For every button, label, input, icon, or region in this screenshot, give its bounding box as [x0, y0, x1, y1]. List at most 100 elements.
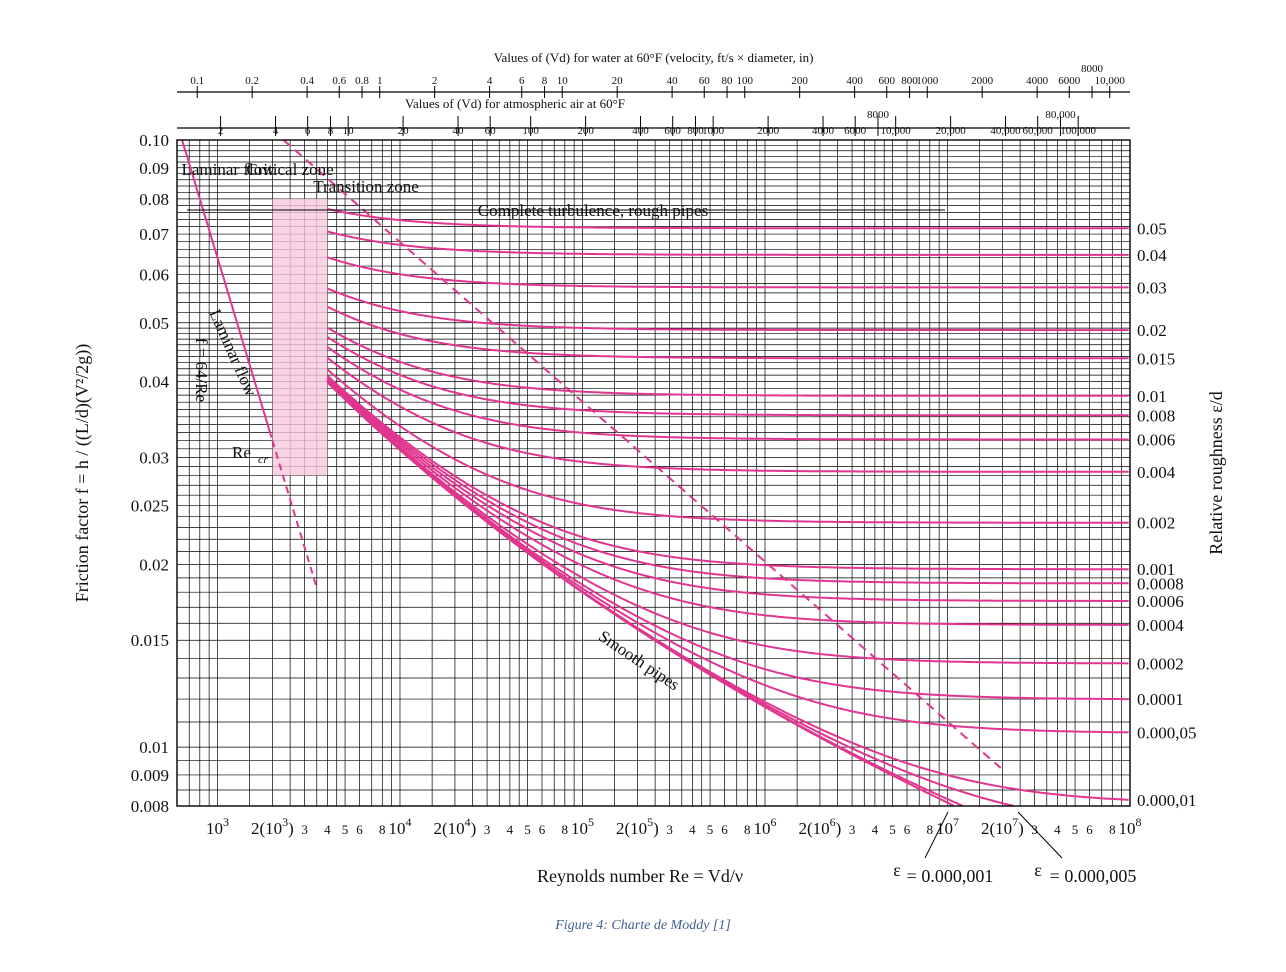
- water-tick-label: 1: [377, 75, 383, 87]
- x-tick-label: 8: [562, 822, 569, 837]
- roughness-label: 0.01: [1137, 387, 1167, 406]
- recr-sub-label: cr: [258, 452, 268, 466]
- x-tick-label: 104: [388, 815, 411, 838]
- y-tick-label: 0.008: [131, 797, 169, 816]
- roughness-label: 0.000,01: [1137, 791, 1197, 810]
- x-tick-label: 2(107): [981, 815, 1024, 838]
- air-tick-label: 60: [485, 125, 497, 137]
- air-tick-label: 4000: [812, 125, 835, 137]
- y-axis-title: Friction factor f = h / ((L/d)(V²/2g)): [72, 344, 93, 602]
- critical-zone-label: Critical zone: [246, 160, 333, 179]
- x-tick-label: 3: [666, 822, 673, 837]
- water-tick-label: 0.8: [355, 75, 369, 87]
- roughness-curve-0.015: [326, 305, 1129, 360]
- water-tick-label: 200: [791, 75, 808, 87]
- water-axis-title: Values of (Vd) for water at 60°F (veloci…: [494, 50, 814, 65]
- roughness-curve-0.004: [326, 356, 1129, 473]
- x-tick-label: 4: [872, 822, 879, 837]
- roughness-label: 0.015: [1137, 349, 1175, 368]
- water-tick-label: 1000: [916, 75, 939, 87]
- roughness-label: 0.0006: [1137, 592, 1184, 611]
- roughness-curve-0.0006: [326, 377, 1129, 602]
- air-axis-title: Values of (Vd) for atmospheric air at 60…: [405, 96, 625, 111]
- x-tick-label: 105: [571, 815, 594, 838]
- air-tick-label: 40: [453, 125, 465, 137]
- x-tick-label: 2(106): [799, 815, 842, 838]
- roughness-curve-0.04: [327, 230, 1129, 256]
- roughness-label: 0.001: [1137, 560, 1175, 579]
- x-tick-label: 6: [721, 822, 728, 837]
- x-tick-label: 3: [849, 822, 856, 837]
- air-tick-label: 600: [664, 125, 681, 137]
- figure-caption: Figure 4: Charte de Moddy [1]: [555, 918, 731, 933]
- roughness-curve-eps-0: [326, 381, 954, 807]
- x-tick-label: 8: [379, 822, 386, 837]
- water-tick-label: 800: [901, 75, 918, 87]
- water-tick-label: 0.1: [190, 75, 204, 87]
- y-tick-label: 0.09: [139, 159, 169, 178]
- water-tick-label: 600: [878, 75, 895, 87]
- eps-value-2: = 0.000,005: [1050, 866, 1137, 886]
- roughness-label: 0.03: [1137, 278, 1167, 297]
- air-tick-label: 10,000: [881, 125, 912, 137]
- roughness-curve-0.0002: [326, 380, 1129, 665]
- y-tick-label: 0.04: [139, 373, 169, 392]
- roughness-label: 0.002: [1137, 514, 1175, 533]
- transition-zone-label: Transition zone: [313, 177, 419, 196]
- x-tick-label: 2(105): [616, 815, 659, 838]
- axes: 0.100.090.080.070.060.050.040.030.0250.0…: [131, 86, 1142, 838]
- air-tick-label: 10: [343, 125, 355, 137]
- roughness-label: 0.008: [1137, 406, 1175, 425]
- y-tick-label: 0.05: [139, 314, 169, 333]
- eps-symbol-1: ε: [893, 860, 901, 880]
- air-tick-label: 20: [398, 125, 410, 137]
- roughness-curve-0.02: [326, 287, 1129, 332]
- x-tick-label: 4: [324, 822, 331, 837]
- roughness-label: 0.0004: [1137, 616, 1184, 635]
- x-tick-label: 5: [707, 822, 714, 837]
- y-tick-label: 0.03: [139, 448, 169, 467]
- x-tick-label: 2(104): [434, 815, 477, 838]
- roughness-curve-0.0008: [326, 376, 1129, 585]
- eps-leader-2: [1017, 811, 1063, 859]
- roughness-curve-0.001: [326, 374, 1129, 571]
- y-tick-label: 0.08: [139, 190, 169, 209]
- x-tick-label: 8: [744, 822, 751, 837]
- x-tick-label: 6: [539, 822, 546, 837]
- roughness-curve-eps-0.000001: [326, 381, 963, 807]
- critical-zone-band: [272, 198, 328, 476]
- y-tick-label: 0.025: [131, 497, 169, 516]
- y-tick-label: 0.06: [139, 266, 169, 285]
- x-tick-label: 4: [507, 822, 514, 837]
- laminar-flow-zone-label: Laminar flow: [182, 160, 276, 179]
- water-tick-label: 10,000: [1095, 75, 1126, 87]
- x-tick-label: 6: [1086, 822, 1093, 837]
- air-tick-label: 6: [305, 125, 311, 137]
- air-tick-label: 100,000: [1060, 125, 1096, 137]
- roughness-curve-0.008: [326, 336, 1129, 417]
- water-tick-label: 2: [432, 75, 438, 87]
- air-tick-label: 2000: [757, 125, 780, 137]
- air-tick-label: 6000: [844, 125, 867, 137]
- laminar-extension: [271, 440, 318, 589]
- x-tick-label: 106: [753, 815, 776, 838]
- water-tick-label: 20: [612, 75, 624, 87]
- eps-leader-1: [924, 811, 949, 859]
- y-tick-label: 0.07: [139, 225, 169, 244]
- water-tick-label: 8: [542, 75, 548, 87]
- water-tick-label: 60: [699, 75, 711, 87]
- air-tick-label: 8: [328, 125, 334, 137]
- laminar-line: [181, 139, 273, 438]
- x-tick-label: 4: [1054, 822, 1061, 837]
- y-tick-label: 0.015: [131, 631, 169, 650]
- water-tick-label: 400: [846, 75, 863, 87]
- recr-label: Re: [232, 443, 251, 462]
- roughness-curve-0.05: [327, 208, 1129, 230]
- x-tick-label: 5: [889, 822, 896, 837]
- laminar-line-label: Laminar flow: [205, 306, 260, 399]
- water-tick-label: 80: [722, 75, 734, 87]
- roughness-curve-0.01: [326, 326, 1129, 397]
- roughness-curve-0.000,05: [326, 381, 1129, 734]
- water-tick-label: 8000: [1081, 63, 1104, 75]
